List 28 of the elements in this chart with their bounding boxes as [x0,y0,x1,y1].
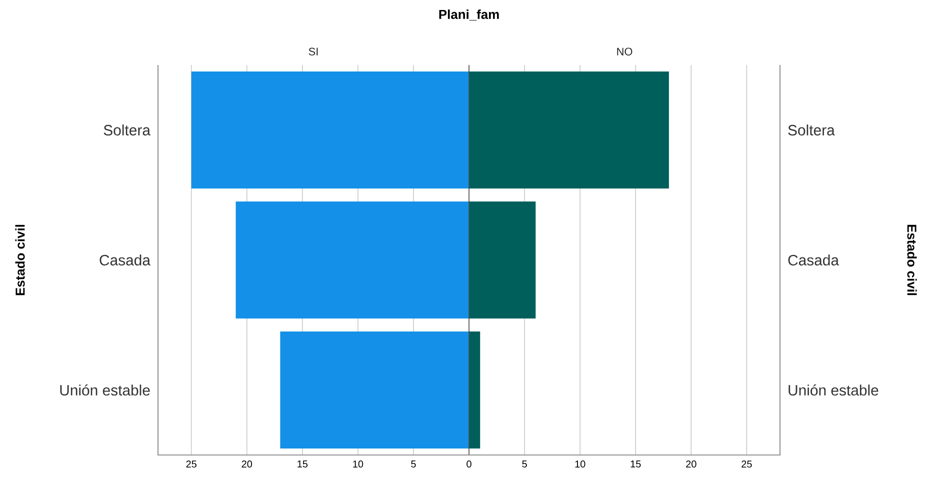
y-tick-label: Casada [100,254,150,266]
category-label: Casada [788,254,840,266]
chart-title: Plani_fam [439,10,499,20]
bar [280,331,470,448]
y-tick-label: Soltera [104,124,150,136]
bar [469,201,536,318]
bar [469,71,669,188]
x-tick-label: 20 [686,460,696,468]
category-label: Unión estable [788,384,878,396]
x-tick-label: 25 [186,460,196,468]
category-label: Soltera [788,124,835,136]
x-tick-label: 5 [411,460,416,468]
text: Estado civil [907,224,917,296]
series-label: SI [308,48,318,56]
x-tick-label: 20 [242,460,252,468]
x-tick-label: 5 [522,460,527,468]
x-tick-label: 10 [575,460,586,468]
y-axis-title: Estado civil [15,224,25,296]
x-tick-label: 15 [298,460,308,468]
y-tick-label: Unión estable [60,384,150,396]
x-tick-label: 10 [353,460,364,468]
bar [469,331,480,448]
x-tick-label: 25 [742,460,752,468]
bar [236,201,470,318]
series-label: NO [617,48,632,56]
bar [191,71,470,188]
x-tick-label: 0 [466,460,472,468]
x-tick-label: 15 [630,460,641,468]
